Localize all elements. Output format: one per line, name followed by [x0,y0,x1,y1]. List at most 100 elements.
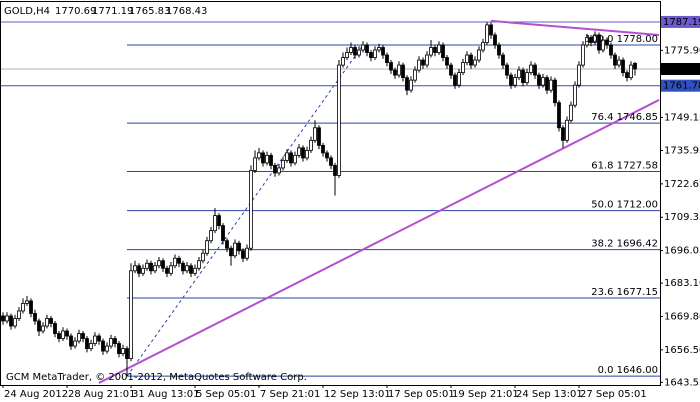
candle-body [481,42,485,51]
y-tick-label: 1749.15 [664,112,700,123]
candle-body [589,37,593,43]
candle-body [513,77,517,86]
x-tick-label: 17 Sep 05:01 [388,389,455,400]
x-tick-label: 19 Sep 21:01 [452,389,519,400]
candle-body [425,54,429,66]
candle-body [597,34,601,51]
candle-body [565,119,569,141]
candle-body [393,69,397,76]
candle-body [569,104,573,121]
candle-body [477,49,481,61]
candle-body [265,154,269,164]
candle-body [457,72,461,86]
candle-body [433,47,437,53]
candle-body [105,345,109,352]
candle-body [97,335,101,342]
candle-body [189,265,193,274]
candle-body [61,330,65,339]
candle-body [329,157,333,166]
candle-body [133,265,137,272]
candle-body [285,152,289,161]
candle-body [469,54,473,66]
candle-body [349,47,353,53]
x-tick-label: 7 Sep 21:01 [260,389,320,400]
fib-label: 61.8 1727.58 [591,160,658,171]
candle-body [205,240,209,254]
candle-body [497,44,501,56]
trendline [98,99,660,384]
candle-body [345,52,349,58]
candle-body [245,247,249,259]
candle-body [117,343,121,354]
candle-body [341,57,345,66]
candle-body [149,262,153,272]
candle-body [93,335,97,344]
candle-body [217,215,221,227]
candle-body [633,62,637,70]
candle-body [73,340,77,347]
header-high: 1771.19 [92,6,133,17]
candle-body [269,154,273,166]
candle-body [473,59,477,66]
axes: 1775.90 1749.15 1735.95 1722.65 1709.35 1696.… [2,15,700,400]
candle-body [413,69,417,81]
candle-body [489,24,493,36]
candle-body [241,250,245,259]
price-label: 1787.19 [663,17,700,28]
candle-body [173,257,177,267]
candle-body [601,39,605,51]
candle-body [69,335,73,347]
y-tick-label: 1775.90 [664,45,700,56]
candle-body [617,59,621,66]
candle-body [317,127,321,146]
candle-body [109,338,113,347]
candle-body [209,230,213,242]
candle-body [289,152,293,164]
candle-body [293,154,297,164]
candle-body [249,170,253,249]
candle-body [17,310,21,319]
candle-body [361,44,365,51]
fib-baseline [126,44,364,377]
candle-body [141,267,145,274]
candle-body [537,74,541,86]
candle-body [377,47,381,51]
y-tick-label: 1696.05 [664,246,700,257]
candle-body [153,265,157,272]
candle-body [325,152,329,159]
candle-body [181,262,185,272]
candle-body [81,333,85,339]
candle-body [381,47,385,56]
candle-body [553,79,557,104]
y-tick-label: 1722.65 [664,179,700,190]
candle-body [13,318,17,327]
candle-body [201,252,205,262]
price-label-box [661,63,700,76]
y-tick-label: 1735.95 [664,145,700,156]
candle-body [557,102,561,129]
fib-label: 23.6 1677.15 [591,287,658,298]
candle-body [441,44,445,58]
candle-body [437,44,441,53]
candle-body [129,270,133,360]
fib-label: 76.4 1746.85 [591,112,658,123]
candle-body [53,323,57,334]
candle-body [5,315,9,322]
candle-body [493,34,497,46]
copyright: GCM MetaTrader, © 2001-2012, MetaQuotes … [6,372,307,383]
candle-body [237,242,241,252]
candle-body [417,59,421,71]
candle-body [253,157,257,171]
candle-body [233,242,237,257]
y-tick-label: 1643.55 [664,377,700,388]
x-tick-label: 24 Aug 2012 [4,389,68,400]
candle-body [169,265,173,274]
candle-body [337,64,341,176]
candle-body [1,315,5,322]
candle-body [533,64,537,76]
candle-body [177,257,181,264]
candle-body [353,47,357,56]
candle-body [453,74,457,86]
candle-body [401,64,405,79]
plot-frame [0,1,661,386]
